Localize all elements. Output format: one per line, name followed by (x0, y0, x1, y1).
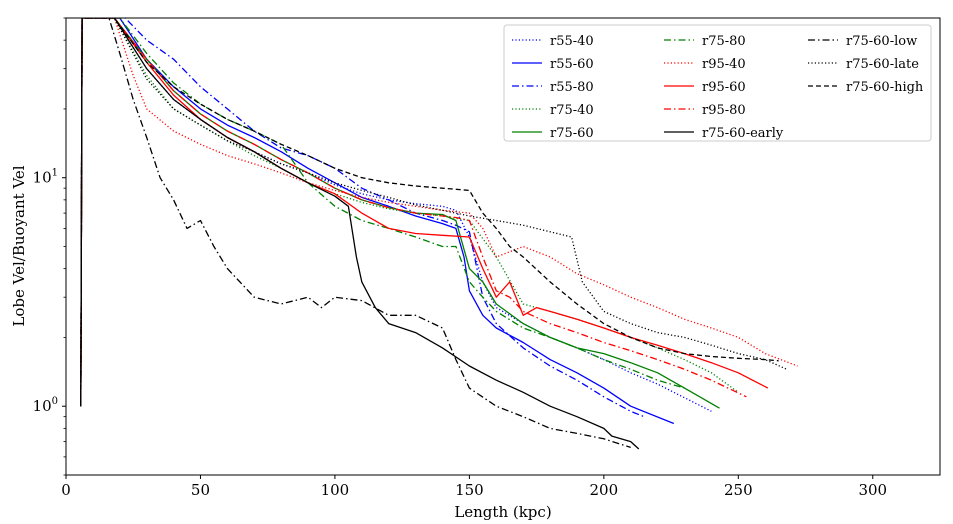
legend-label-r55-40: r55-40 (550, 34, 594, 49)
y-axis-label: Lobe Vel/Buoyant Vel (10, 165, 28, 326)
series-layer (80, 18, 798, 450)
legend-label-r75-60-high: r75-60-high (846, 80, 924, 95)
y-tick-label: 100 (33, 396, 58, 415)
legend-label-r55-80: r55-80 (550, 80, 594, 95)
x-tick-label: 100 (321, 481, 350, 499)
legend-label-r55-60: r55-60 (550, 57, 594, 72)
legend-label-r75-60-early: r75-60-early (702, 126, 784, 141)
x-axis-label: Length (kpc) (454, 503, 551, 521)
series-line-r75-60-early (80, 18, 640, 450)
x-tick-label: 150 (455, 481, 484, 499)
series-line-r95-40 (80, 18, 798, 407)
x-tick-label: 250 (724, 481, 753, 499)
legend-label-r75-80: r75-80 (702, 34, 746, 49)
y-tick-label: 101 (33, 168, 58, 187)
legend-label-r75-60: r75-60 (550, 126, 594, 141)
x-tick-label: 200 (590, 481, 619, 499)
y-axis: 100 101 (33, 17, 66, 476)
legend-label-r95-40: r95-40 (702, 57, 746, 72)
x-axis: 0 50 100 150 200 250 300 (61, 475, 887, 499)
series-line-r55-80 (80, 18, 645, 418)
legend-label-r75-60-low: r75-60-low (846, 34, 917, 49)
legend-label-r95-60: r95-60 (702, 80, 746, 95)
legend-box (503, 24, 932, 142)
series-line-r75-60-low (80, 18, 631, 449)
series-line-r75-80 (80, 18, 685, 407)
x-tick-label: 300 (858, 481, 887, 499)
plot-area (65, 17, 941, 476)
x-tick-label: 50 (191, 481, 210, 499)
x-tick-label: 0 (61, 481, 71, 499)
series-line-r95-80 (80, 18, 747, 407)
legend-label-r75-60-late: r75-60-late (846, 57, 919, 72)
legend-label-r75-40: r75-40 (550, 103, 594, 118)
series-line-r75-60-high (80, 18, 779, 407)
legend-label-r95-80: r95-80 (702, 103, 746, 118)
legend: r55-40 r55-60 r55-80 r75-40 r75-60 r75-80 r95-… (503, 24, 932, 142)
series-line-r55-60 (80, 18, 675, 425)
